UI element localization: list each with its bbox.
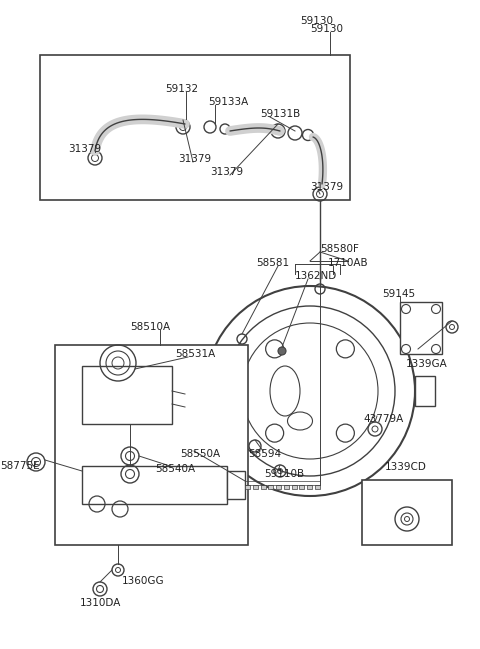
Text: 58550A: 58550A	[180, 449, 220, 459]
Text: 1710AB: 1710AB	[328, 258, 369, 268]
Bar	[253, 485, 258, 489]
Bar	[40, 55, 350, 200]
Text: 1310DA: 1310DA	[80, 598, 121, 608]
Bar	[82, 466, 227, 504]
Text: 58540A: 58540A	[155, 464, 195, 474]
Text: 58594: 58594	[248, 449, 281, 459]
Text: 43779A: 43779A	[363, 414, 403, 424]
Text: 59145: 59145	[382, 289, 415, 299]
Text: 59130: 59130	[300, 16, 333, 26]
Text: 31379: 31379	[178, 154, 211, 164]
Bar	[362, 480, 452, 545]
Text: 59130: 59130	[310, 24, 343, 34]
Bar	[245, 485, 250, 489]
Bar	[261, 485, 265, 489]
Text: 31379: 31379	[210, 167, 243, 177]
Text: 1339GA: 1339GA	[406, 359, 448, 369]
Text: 59132: 59132	[165, 84, 198, 94]
Text: 58775E: 58775E	[0, 461, 40, 471]
Bar	[227, 471, 245, 499]
Text: 1360GG: 1360GG	[122, 576, 165, 586]
Text: 59133A: 59133A	[208, 97, 248, 107]
Bar	[415, 376, 435, 406]
Text: 1362ND: 1362ND	[295, 271, 337, 281]
Text: 59110B: 59110B	[264, 469, 304, 479]
Bar	[300, 485, 304, 489]
Bar	[268, 485, 273, 489]
Bar	[284, 485, 289, 489]
Text: 31379: 31379	[68, 144, 101, 154]
Bar	[400, 302, 442, 354]
Text: 31379: 31379	[310, 182, 343, 192]
Text: 59131B: 59131B	[260, 109, 300, 119]
Text: 58531A: 58531A	[175, 349, 215, 359]
Bar	[315, 485, 320, 489]
Bar	[291, 485, 297, 489]
Bar	[55, 345, 248, 545]
Bar	[307, 485, 312, 489]
Bar	[276, 485, 281, 489]
Text: 58510A: 58510A	[130, 322, 170, 332]
Circle shape	[278, 347, 286, 355]
Bar	[82, 366, 172, 424]
Text: 1339CD: 1339CD	[385, 462, 427, 472]
Text: 58581: 58581	[256, 258, 289, 268]
Text: 58580F: 58580F	[320, 244, 359, 254]
